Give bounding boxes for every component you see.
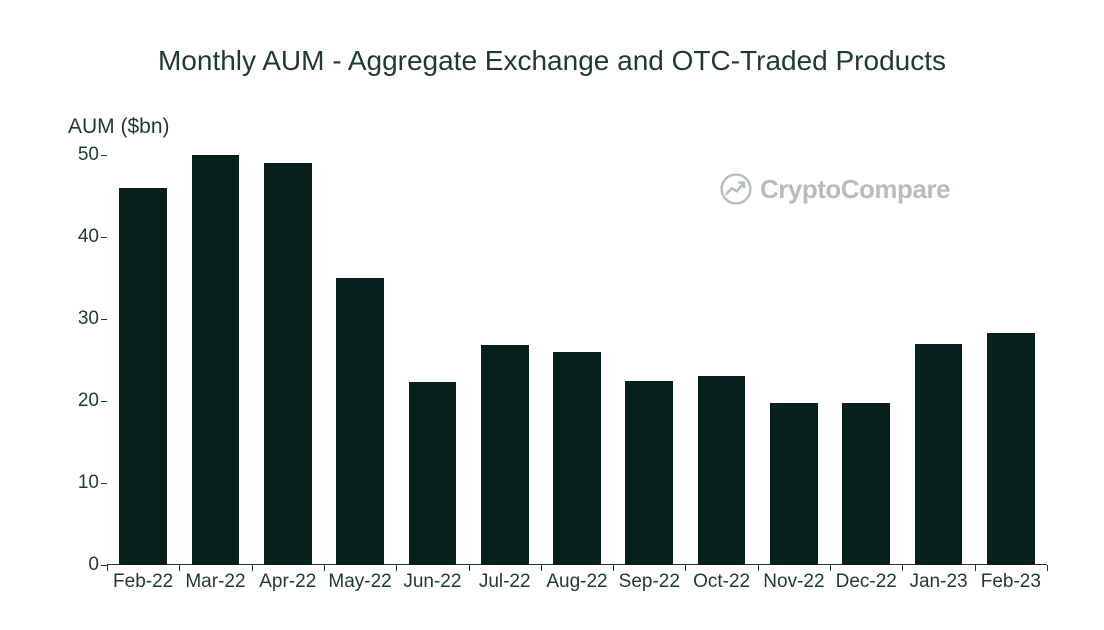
y-tick-mark <box>101 401 107 402</box>
x-tick-label: Aug-22 <box>546 565 607 593</box>
x-tick-label: Mar-22 <box>185 565 245 593</box>
bar <box>987 333 1035 565</box>
x-tick-mark <box>1047 565 1048 571</box>
bar <box>553 352 601 565</box>
x-tick-label: Jun-22 <box>403 565 461 593</box>
bar <box>915 344 963 565</box>
y-tick-mark <box>101 319 107 320</box>
y-axis-label: AUM ($bn) <box>68 115 170 139</box>
x-tick-label: Sep-22 <box>619 565 680 593</box>
x-tick-mark <box>758 565 759 571</box>
x-tick-label: Feb-23 <box>981 565 1041 593</box>
x-tick-mark <box>252 565 253 571</box>
x-tick-mark <box>902 565 903 571</box>
watermark: CryptoCompare <box>720 173 950 205</box>
bar <box>698 376 746 565</box>
y-tick-mark <box>101 483 107 484</box>
chart-container: Monthly AUM - Aggregate Exchange and OTC… <box>0 0 1104 630</box>
chart-title: Monthly AUM - Aggregate Exchange and OTC… <box>0 45 1104 77</box>
bar <box>264 163 312 565</box>
bar <box>625 381 673 566</box>
x-tick-label: Nov-22 <box>763 565 824 593</box>
x-tick-mark <box>469 565 470 571</box>
x-tick-label: May-22 <box>328 565 391 593</box>
x-tick-mark <box>613 565 614 571</box>
plot-area: 01020304050Feb-22Mar-22Apr-22May-22Jun-2… <box>107 155 1047 565</box>
x-tick-mark <box>830 565 831 571</box>
x-tick-label: Apr-22 <box>259 565 316 593</box>
x-tick-mark <box>541 565 542 571</box>
bar <box>192 155 240 565</box>
bar <box>481 345 529 565</box>
watermark-text: CryptoCompare <box>760 174 950 205</box>
watermark-chart-icon <box>720 173 752 205</box>
x-tick-mark <box>324 565 325 571</box>
x-tick-label: Jan-23 <box>909 565 967 593</box>
y-tick-mark <box>101 155 107 156</box>
x-tick-mark <box>396 565 397 571</box>
y-tick-mark <box>101 237 107 238</box>
x-tick-mark <box>685 565 686 571</box>
x-tick-label: Dec-22 <box>836 565 897 593</box>
x-tick-label: Feb-22 <box>113 565 173 593</box>
bar <box>842 403 890 565</box>
x-tick-label: Jul-22 <box>479 565 531 593</box>
bar <box>770 403 818 565</box>
x-tick-label: Oct-22 <box>693 565 750 593</box>
bar <box>119 188 167 565</box>
x-tick-mark <box>107 565 108 571</box>
x-tick-mark <box>975 565 976 571</box>
bar <box>409 382 457 565</box>
bar <box>336 278 384 565</box>
x-tick-mark <box>179 565 180 571</box>
